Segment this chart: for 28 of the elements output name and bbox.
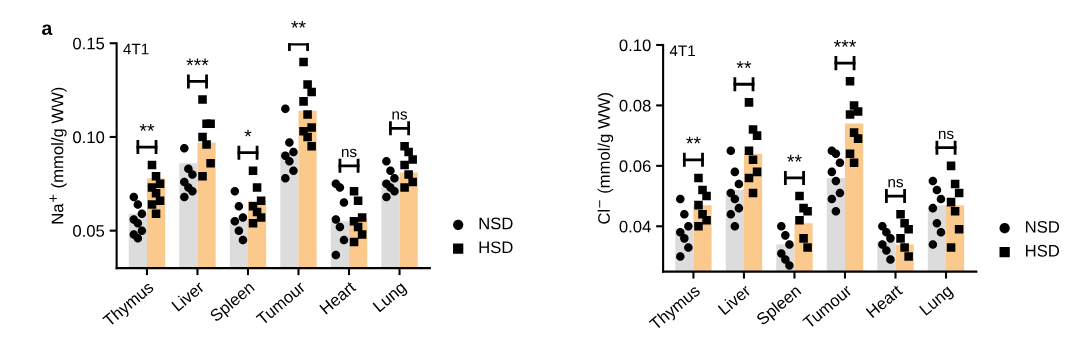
legend-label: HSD bbox=[479, 241, 513, 254]
y-tick-label: 0.10 bbox=[619, 39, 651, 52]
y-axis-title: Cl$^{−}$ (mmol/g WW) bbox=[597, 93, 614, 224]
annotation: *** bbox=[833, 40, 857, 47]
annotation: * bbox=[244, 129, 252, 137]
annotation: *** bbox=[186, 58, 209, 66]
y-tick-label: 0.08 bbox=[619, 99, 651, 112]
legend-label: NSD bbox=[479, 217, 513, 230]
y-tick-label: 0.05 bbox=[73, 225, 105, 237]
annotation: ns bbox=[938, 130, 954, 140]
y-tick-label: 0.10 bbox=[73, 131, 105, 144]
y-tick-label: 0.04 bbox=[619, 220, 651, 233]
annotation: 4T1 bbox=[123, 43, 149, 55]
y-tick-label: 0.06 bbox=[619, 160, 651, 173]
annotation: ns bbox=[392, 111, 408, 120]
legend-label: NSD bbox=[1026, 220, 1060, 233]
legend-label: HSD bbox=[1026, 244, 1060, 257]
text: a bbox=[42, 24, 53, 36]
annotation: ** bbox=[686, 136, 701, 144]
annotation: 4T1 bbox=[669, 45, 695, 57]
y-tick-label: 0.15 bbox=[73, 37, 105, 50]
annotation: ** bbox=[736, 61, 752, 69]
annotation: ** bbox=[787, 154, 802, 162]
annotation: ns bbox=[341, 148, 357, 158]
text: ** bbox=[291, 20, 306, 28]
annotation: ns bbox=[888, 179, 904, 188]
annotation: ** bbox=[139, 124, 155, 131]
y-axis-title: Na$^{+}$ (mmol/g WW) bbox=[49, 87, 67, 224]
